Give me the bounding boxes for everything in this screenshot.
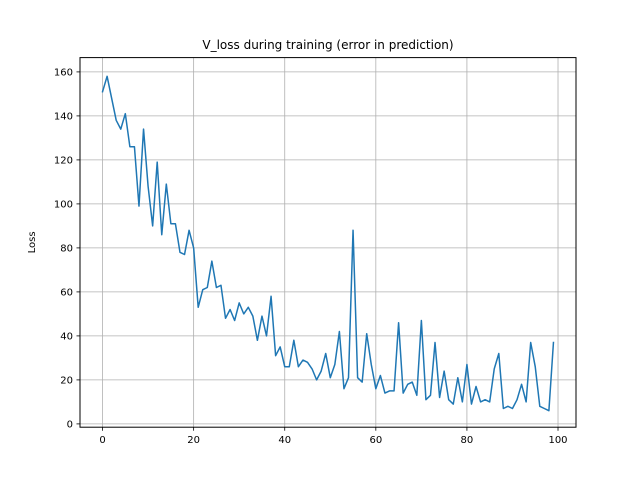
- y-tick-label: 20: [60, 376, 73, 387]
- x-tick-label: 0: [99, 435, 105, 446]
- plot-frame: [79, 57, 577, 428]
- x-tick-label: 40: [278, 435, 291, 446]
- y-tick-label: 120: [54, 156, 73, 167]
- series-layer: [101, 75, 555, 412]
- x-tick-label: 60: [369, 435, 382, 446]
- y-tick-label: 100: [54, 200, 73, 211]
- y-tick-label: 40: [60, 332, 73, 343]
- loss-series-line: [101, 75, 555, 412]
- axis-ticks: 0 20 40 60 80 100 0 20 40 60 80 100 120 140 160: [54, 68, 568, 447]
- x-tick-label: 20: [187, 435, 200, 446]
- y-axis-label: Loss: [27, 231, 38, 253]
- y-tick-label: 140: [54, 112, 73, 123]
- y-tick-label: 80: [60, 244, 73, 255]
- chart-title: V_loss during training (error in predict…: [202, 38, 453, 52]
- x-tick-label: 80: [461, 435, 474, 446]
- x-tick-label: 100: [548, 435, 567, 446]
- y-tick-label: 160: [54, 68, 73, 79]
- grid: [80, 57, 576, 428]
- y-tick-label: 60: [60, 288, 73, 299]
- y-tick-label: 0: [67, 420, 73, 431]
